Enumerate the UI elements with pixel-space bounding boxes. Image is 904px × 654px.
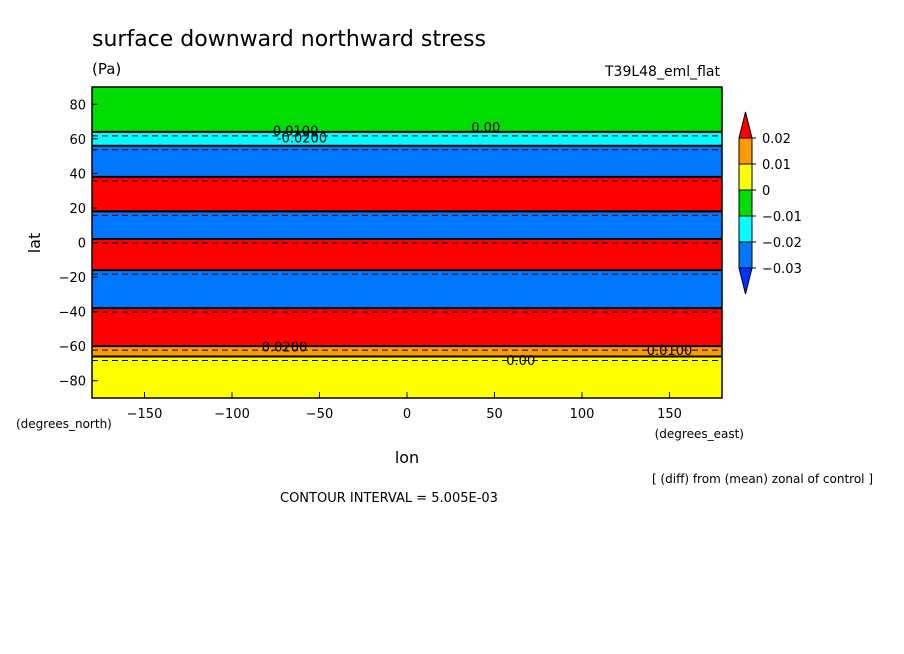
colorbar-label-4: −0.02 bbox=[762, 236, 802, 251]
colorbar-label-3: −0.01 bbox=[762, 210, 802, 225]
colorbar-segment-5 bbox=[738, 241, 753, 269]
colorbar-segment-2 bbox=[738, 163, 753, 191]
colorbar-segment-3 bbox=[738, 189, 753, 217]
contour-label-3: 0.0100 bbox=[647, 344, 693, 359]
field-band-0 bbox=[92, 87, 722, 132]
experiment-label: T39L48_eml_flat bbox=[604, 64, 721, 80]
x-tick-label-4: 50 bbox=[486, 407, 503, 422]
contour-label-5: 0.00 bbox=[506, 354, 535, 369]
y-axis-label: lat bbox=[25, 233, 44, 254]
colorbar-label-0: 0.02 bbox=[762, 132, 791, 147]
field-band-1 bbox=[92, 131, 722, 146]
contour-labels: 0.00 -0.0100-0.0200 0.0100 0.0200 0.00 bbox=[262, 121, 693, 369]
colorbar-top-arrow bbox=[738, 111, 753, 139]
contour-lines bbox=[92, 130, 722, 362]
x-tick-label-6: 150 bbox=[657, 407, 682, 422]
contour-label-2: -0.0200 bbox=[277, 131, 327, 146]
field-band-6 bbox=[92, 270, 722, 309]
contour-label-4: 0.0200 bbox=[262, 340, 308, 355]
field-band-9 bbox=[92, 356, 722, 398]
colorbar-label-2: 0 bbox=[762, 184, 770, 199]
x-tick-label-2: −50 bbox=[306, 407, 333, 422]
y-tick-label-7: 60 bbox=[69, 133, 86, 148]
colorbar-segment-4 bbox=[738, 215, 753, 243]
x-tick-label-0: −150 bbox=[127, 407, 163, 422]
y-units-label: (degrees_north) bbox=[16, 417, 112, 431]
colorbar-label-5: −0.03 bbox=[762, 262, 802, 277]
comparison-note: [ (diff) from (mean) zonal of control ] bbox=[652, 472, 873, 486]
contour-label-0: 0.00 bbox=[471, 121, 500, 136]
x-units-label: (degrees_east) bbox=[655, 427, 744, 441]
colorbar: 0.02 0.01 0 −0.01 −0.02 −0.03 bbox=[738, 111, 802, 295]
contour-label-1: -0.0100 bbox=[268, 124, 318, 139]
x-tick-label-5: 100 bbox=[570, 407, 595, 422]
field-band-2 bbox=[92, 145, 722, 177]
x-tick-label-1: −100 bbox=[214, 407, 250, 422]
y-tick-label-1: −60 bbox=[59, 340, 86, 355]
y-tick-label-2: −40 bbox=[59, 306, 86, 321]
field-band-5 bbox=[92, 239, 722, 271]
field-band-3 bbox=[92, 176, 722, 212]
field-bands bbox=[92, 87, 722, 398]
colorbar-label-1: 0.01 bbox=[762, 158, 791, 173]
colorbar-bottom-arrow bbox=[738, 267, 753, 295]
y-axis-ticks: −80 −60 −40 −20 0 20 40 60 80 bbox=[59, 98, 98, 390]
y-tick-label-3: −20 bbox=[59, 271, 86, 286]
y-tick-label-4: 0 bbox=[78, 237, 86, 252]
y-tick-label-0: −80 bbox=[59, 375, 86, 390]
y-tick-label-8: 80 bbox=[69, 98, 86, 113]
field-band-4 bbox=[92, 211, 722, 240]
field-band-8 bbox=[92, 346, 722, 357]
chart-title: surface downward northward stress bbox=[92, 27, 486, 52]
colorbar-segment-1 bbox=[738, 137, 753, 165]
plot-area bbox=[92, 87, 722, 398]
x-axis-label: lon bbox=[395, 448, 419, 467]
field-band-7 bbox=[92, 308, 722, 347]
x-axis-ticks: −150 −100 −50 0 50 100 150 bbox=[127, 392, 682, 422]
contour-interval-note: CONTOUR INTERVAL = 5.005E-03 bbox=[280, 491, 498, 506]
chart-units: (Pa) bbox=[92, 60, 121, 78]
y-tick-label-6: 40 bbox=[69, 167, 86, 182]
x-tick-label-3: 0 bbox=[403, 407, 411, 422]
y-tick-label-5: 20 bbox=[69, 202, 86, 217]
